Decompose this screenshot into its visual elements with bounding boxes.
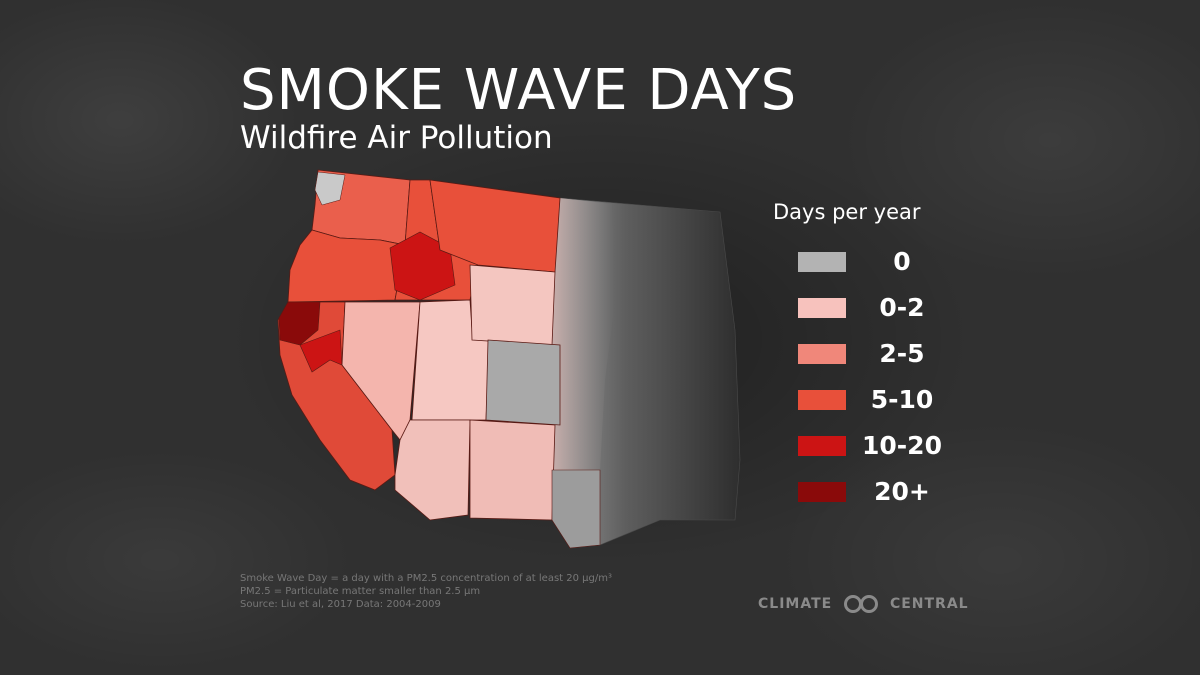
map-region-new-mexico: [469, 419, 556, 521]
map-region-central-idaho: [389, 231, 456, 301]
map-region-sierra: [299, 329, 343, 373]
legend-item-4: 10-20: [798, 432, 958, 462]
legend-label: 0: [893, 247, 911, 276]
footnote-pm25: PM2.5 = Particulate matter smaller than …: [240, 586, 481, 597]
legend-title: Days per year: [773, 200, 921, 224]
climate-central-logo: CLIMATE CENTRAL: [758, 594, 969, 614]
legend-swatch: [798, 298, 846, 318]
legend-label: 0-2: [879, 293, 925, 322]
legend-swatch: [798, 252, 846, 272]
map-region-wyoming: [469, 264, 556, 346]
legend-item-3: 5-10: [798, 386, 958, 416]
legend-label: 5-10: [870, 385, 934, 414]
logo-rings-icon: [844, 595, 879, 613]
logo-text-climate: CLIMATE: [758, 596, 833, 612]
legend-item-5: 20+: [798, 478, 958, 508]
page-subtitle: Wildfire Air Pollution: [240, 120, 553, 156]
legend-swatch: [798, 436, 846, 456]
map-region-arizona: [394, 419, 471, 521]
legend-item-2: 2-5: [798, 340, 958, 370]
footnotes: Smoke Wave Day = a day with a PM2.5 conc…: [240, 572, 612, 611]
legend-item-0: 0: [798, 248, 958, 278]
legend-label: 2-5: [879, 339, 925, 368]
legend-swatch: [798, 390, 846, 410]
footnote-source: Source: Liu et al, 2017 Data: 2004-2009: [240, 599, 441, 610]
map-region-west-texas: [551, 469, 601, 549]
map-region-colorado: [485, 339, 561, 426]
legend-label: 10-20: [862, 431, 942, 460]
legend-label: 20+: [874, 477, 930, 506]
map-region-puget-sound: [314, 171, 346, 206]
logo-text-central: CENTRAL: [889, 596, 969, 612]
legend-swatch: [798, 344, 846, 364]
page-title: SMOKE WAVE DAYS: [240, 58, 798, 123]
legend-swatch: [798, 482, 846, 502]
legend-item-1: 0-2: [798, 294, 958, 324]
footnote-definition: Smoke Wave Day = a day with a PM2.5 conc…: [240, 573, 612, 584]
